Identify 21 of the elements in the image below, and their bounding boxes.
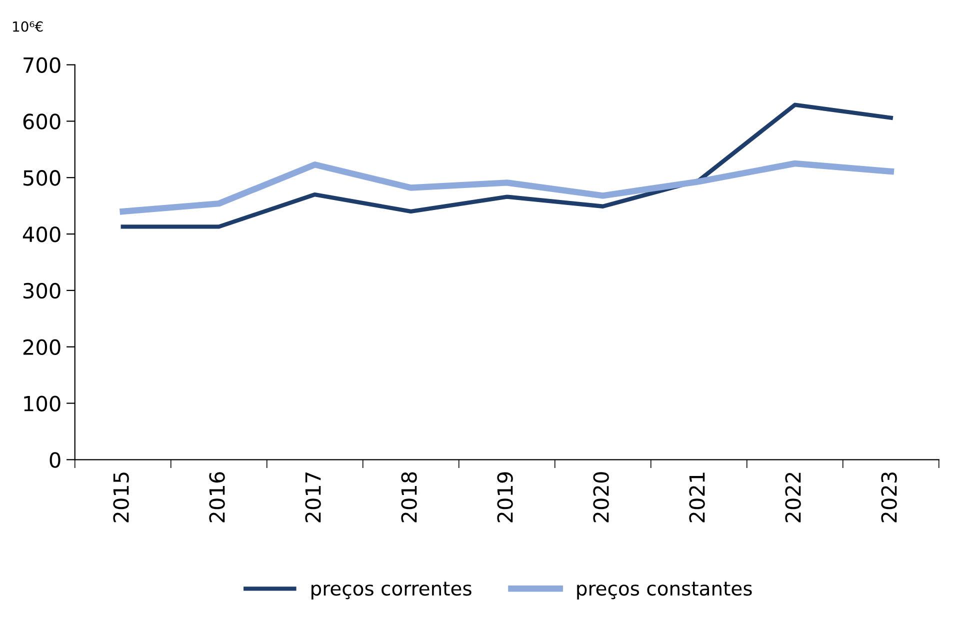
legend-label: preços constantes	[577, 582, 752, 600]
y-tick-label: 600	[23, 114, 60, 130]
y-axis-title: 10⁶€	[13, 21, 43, 32]
x-tick-label: 2016	[209, 472, 225, 522]
x-tick-label: 2022	[785, 472, 801, 522]
legend-label: preços correntes	[312, 582, 472, 600]
x-tick-label: 2020	[593, 472, 609, 522]
line-series	[120, 102, 893, 229]
x-tick-label: 2015	[113, 472, 129, 522]
y-tick-label: 700	[24, 57, 60, 73]
y-tick-label: 100	[24, 396, 60, 412]
x-tick-label: 2019	[497, 472, 513, 522]
y-tick-label: 400	[22, 226, 60, 242]
x-tick-label: 2023	[881, 472, 897, 522]
x-tick-label: 2017	[305, 472, 321, 522]
y-tick-label: 300	[24, 282, 60, 299]
y-tick-label: 200	[23, 339, 60, 356]
x-tick-label: 2021	[689, 472, 705, 522]
x-tick-label: 2018	[401, 472, 417, 522]
y-tick-label: 500	[24, 170, 60, 186]
y-tick-label: 0	[50, 452, 60, 468]
